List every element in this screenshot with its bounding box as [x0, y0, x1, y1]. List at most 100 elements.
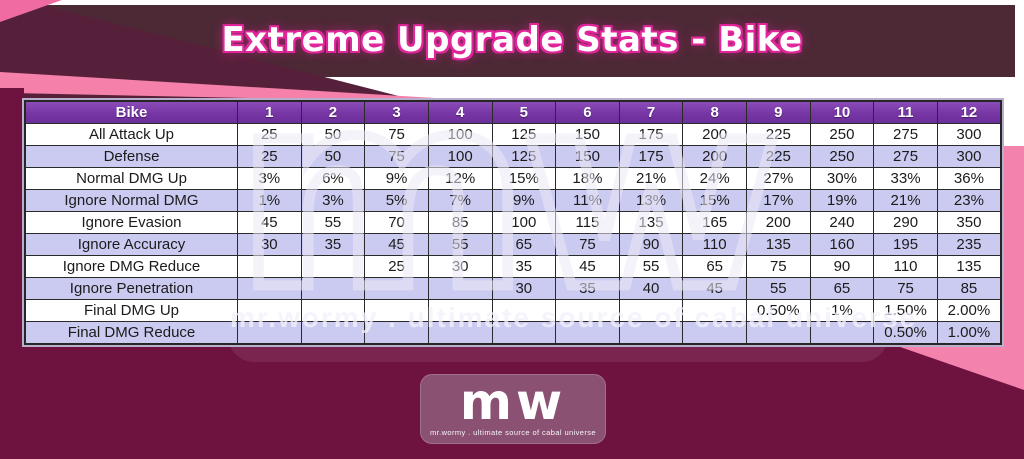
logo-card: mw mr.wormy . ultimate source of cabal u…: [420, 374, 606, 444]
column-header: 11: [873, 100, 938, 124]
table-row: Ignore DMG Reduce 25 30 35 45 55 65 75 90 110 135: [24, 255, 1002, 278]
stat-cell: [300, 277, 366, 300]
stat-cell: 1.00%: [936, 321, 1002, 345]
table-row: Final DMG Reduce 0.50% 1.00%: [24, 321, 1002, 345]
stat-cell: 55: [618, 255, 684, 278]
row-label: Defense: [24, 145, 238, 168]
row-label: Ignore Evasion: [24, 211, 238, 234]
stat-cell: 165: [682, 211, 747, 234]
stat-cell: 200: [682, 123, 747, 146]
stat-cell: 70: [364, 211, 429, 234]
stat-cell: 175: [618, 123, 684, 146]
stat-cell: 290: [873, 211, 938, 234]
stat-cell: 3%: [237, 167, 302, 190]
stat-cell: 65: [809, 277, 875, 300]
stat-cell: 85: [936, 277, 1002, 300]
table-row: Ignore Penetration 30 35 40 45 55 65 75 85: [24, 277, 1002, 300]
stat-cell: 15%: [491, 167, 557, 190]
stat-cell: 30: [237, 233, 302, 256]
row-label: Ignore DMG Reduce: [24, 255, 238, 278]
stat-cell: [555, 321, 620, 345]
stat-cell: 160: [809, 233, 875, 256]
stat-cell: 24%: [682, 167, 747, 190]
stat-cell: 125: [491, 145, 557, 168]
stat-cell: [300, 255, 366, 278]
row-label: Final DMG Up: [24, 299, 238, 322]
stat-cell: 23%: [936, 189, 1002, 212]
stat-cell: 75: [364, 145, 429, 168]
stat-cell: 150: [555, 145, 620, 168]
stats-table: Bike 1 2 3 4 5 6 7 8 9 10 11 12 All Attack Up 25 50 75 10…: [24, 100, 1002, 345]
table-row: Ignore Normal DMG 1% 3% 5% 7% 9% 11% 13% 15% 17% 1…: [24, 189, 1002, 212]
stat-cell: 65: [682, 255, 747, 278]
corner-header: Bike: [24, 100, 238, 124]
stat-cell: [300, 299, 366, 322]
stat-cell: 90: [809, 255, 875, 278]
stat-cell: 30: [491, 277, 557, 300]
stat-cell: 50: [300, 123, 366, 146]
stat-cell: 25: [364, 255, 429, 278]
stat-cell: [809, 321, 875, 345]
stat-cell: 45: [237, 211, 302, 234]
stat-cell: 100: [491, 211, 557, 234]
stat-cell: 90: [618, 233, 684, 256]
stat-cell: 5%: [364, 189, 429, 212]
stat-cell: 135: [746, 233, 811, 256]
row-label: Ignore Accuracy: [24, 233, 238, 256]
column-header: 8: [682, 100, 747, 124]
column-header: 3: [364, 100, 429, 124]
table-container: Bike 1 2 3 4 5 6 7 8 9 10 11 12 All Attack Up 25 50 75 10…: [24, 100, 1002, 345]
stat-cell: 75: [873, 277, 938, 300]
stat-cell: 75: [746, 255, 811, 278]
stat-cell: 75: [555, 233, 620, 256]
stat-cell: [682, 321, 747, 345]
stat-cell: 12%: [427, 167, 493, 190]
stat-cell: [427, 299, 493, 322]
stat-cell: 36%: [936, 167, 1002, 190]
stat-cell: 6%: [300, 167, 366, 190]
stat-cell: 250: [809, 145, 875, 168]
stat-cell: 275: [873, 123, 938, 146]
stat-cell: 1.50%: [873, 299, 938, 322]
stat-cell: 35: [491, 255, 557, 278]
stat-cell: [237, 321, 302, 345]
stat-cell: 0.50%: [746, 299, 811, 322]
stat-cell: [491, 321, 557, 345]
stat-cell: 3%: [300, 189, 366, 212]
row-label: Ignore Normal DMG: [24, 189, 238, 212]
stat-cell: 45: [682, 277, 747, 300]
stat-cell: [618, 321, 684, 345]
stat-cell: 55: [746, 277, 811, 300]
row-label: All Attack Up: [24, 123, 238, 146]
stat-cell: 9%: [364, 167, 429, 190]
stat-cell: 115: [555, 211, 620, 234]
logo-tagline: mr.wormy . ultimate source of cabal univ…: [430, 428, 596, 437]
table-row: Final DMG Up 0.50% 1% 1.50% 2.00%: [24, 299, 1002, 322]
stat-cell: 1%: [237, 189, 302, 212]
stat-cell: 18%: [555, 167, 620, 190]
stat-cell: 35: [555, 277, 620, 300]
stat-cell: [364, 277, 429, 300]
row-label: Final DMG Reduce: [24, 321, 238, 345]
column-header: 7: [618, 100, 684, 124]
stat-cell: 250: [809, 123, 875, 146]
stat-cell: 33%: [873, 167, 938, 190]
column-header: 1: [237, 100, 302, 124]
stat-cell: 200: [746, 211, 811, 234]
stat-cell: 45: [555, 255, 620, 278]
stat-cell: 225: [746, 123, 811, 146]
table-row: Ignore Accuracy 30 35 45 55 65 75 90 110 135 160 19…: [24, 233, 1002, 256]
stat-cell: 85: [427, 211, 493, 234]
stat-cell: 21%: [873, 189, 938, 212]
stat-cell: 300: [936, 123, 1002, 146]
stat-cell: 25: [237, 123, 302, 146]
stat-cell: 240: [809, 211, 875, 234]
row-label: Normal DMG Up: [24, 167, 238, 190]
stat-cell: 19%: [809, 189, 875, 212]
column-header: 12: [936, 100, 1002, 124]
stat-cell: 1%: [809, 299, 875, 322]
stat-cell: [364, 321, 429, 345]
stat-cell: 55: [300, 211, 366, 234]
stat-cell: 0.50%: [873, 321, 938, 345]
stat-cell: 200: [682, 145, 747, 168]
